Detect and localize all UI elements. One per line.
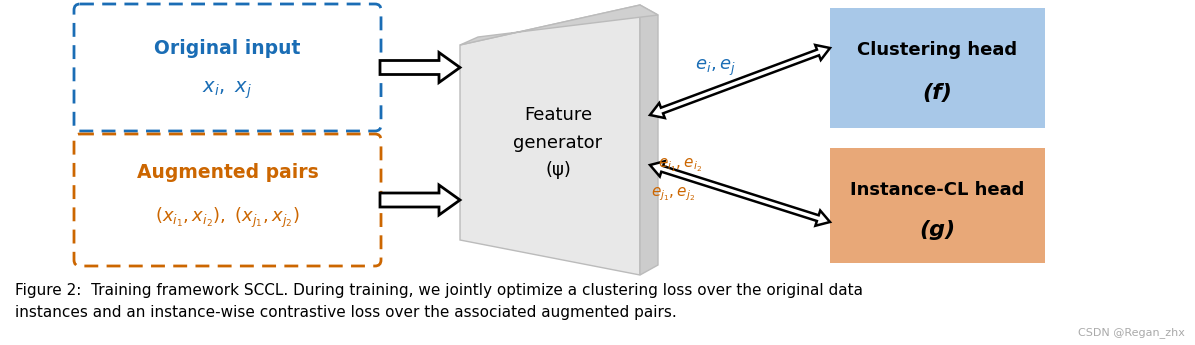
Polygon shape [460,5,658,45]
Polygon shape [650,161,831,226]
Polygon shape [380,52,460,82]
Text: (g): (g) [919,220,956,240]
Polygon shape [641,5,658,275]
Text: CSDN @Regan_zhx: CSDN @Regan_zhx [1078,327,1185,338]
Text: Figure 2:  Training framework SCCL. During training, we jointly optimize a clust: Figure 2: Training framework SCCL. Durin… [16,283,863,298]
Text: (f): (f) [923,83,952,103]
Text: $x_i,\ x_j$: $x_i,\ x_j$ [202,79,252,101]
Text: $e_i, e_j$: $e_i, e_j$ [695,58,736,78]
FancyBboxPatch shape [74,134,381,266]
FancyBboxPatch shape [831,8,1044,128]
Text: $(x_{i_1}, x_{i_2}),\ (x_{j_1}, x_{j_2})$: $(x_{i_1}, x_{i_2}),\ (x_{j_1}, x_{j_2})… [155,206,300,230]
Text: Original input: Original input [154,39,301,58]
Text: Clustering head: Clustering head [858,41,1018,59]
Polygon shape [460,5,641,275]
Text: $e_{i_1}, e_{i_2}$: $e_{i_1}, e_{i_2}$ [658,156,701,174]
Polygon shape [380,185,460,215]
Text: Instance-CL head: Instance-CL head [851,181,1024,199]
Text: instances and an instance-wise contrastive loss over the associated augmented pa: instances and an instance-wise contrasti… [16,305,676,320]
FancyBboxPatch shape [74,4,381,131]
Text: $e_{j_1}, e_{j_2}$: $e_{j_1}, e_{j_2}$ [651,185,695,203]
Text: Feature
generator
(ψ): Feature generator (ψ) [514,106,602,179]
FancyBboxPatch shape [831,148,1044,263]
Polygon shape [650,45,831,118]
Text: Augmented pairs: Augmented pairs [136,164,318,183]
